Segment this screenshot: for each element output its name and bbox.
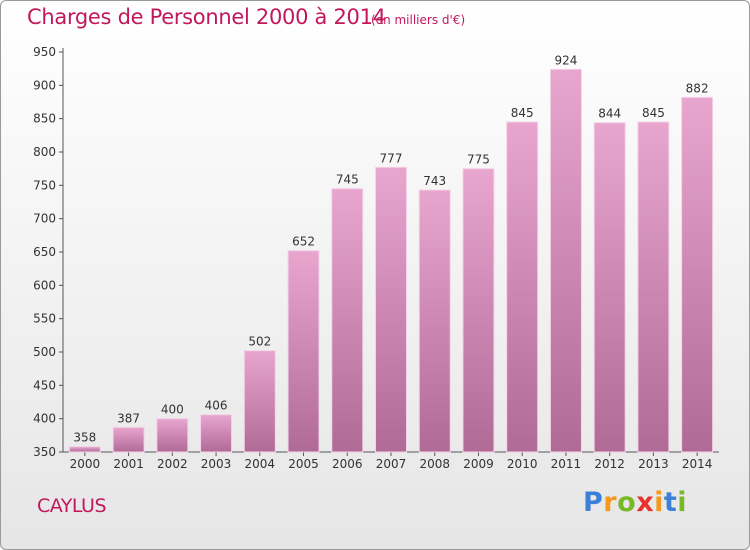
bar-2002	[156, 418, 189, 453]
bar-2013	[637, 121, 670, 453]
value-label-2009: 775	[467, 153, 490, 167]
y-tick-label: 350	[33, 445, 56, 459]
value-label-2005: 652	[292, 235, 315, 249]
bar-2011	[549, 68, 582, 453]
y-tick-label: 600	[33, 278, 56, 292]
chart-title: Charges de Personnel 2000 à 2014	[27, 5, 386, 29]
y-tick-label: 750	[33, 178, 56, 192]
bar-2004	[243, 350, 276, 453]
value-label-2014: 882	[686, 81, 709, 95]
x-tick-label-2003: 2003	[201, 457, 232, 471]
bar-2012	[593, 122, 626, 453]
x-tick-label-2001: 2001	[113, 457, 144, 471]
x-tick-label-2000: 2000	[70, 457, 101, 471]
x-tick-label-2011: 2011	[551, 457, 582, 471]
bar-2010	[506, 121, 539, 453]
x-tick-label-2006: 2006	[332, 457, 363, 471]
x-tick-label-2012: 2012	[594, 457, 625, 471]
value-label-2011: 924	[554, 53, 577, 67]
logo-letter: t	[663, 487, 678, 518]
y-tick-label: 950	[33, 45, 56, 59]
chart-subtitle: (en milliers d'€)	[371, 13, 466, 27]
bar-2009	[462, 168, 495, 453]
y-tick-label: 700	[33, 212, 56, 226]
y-tick-label: 400	[33, 412, 56, 426]
x-tick-label-2014: 2014	[682, 457, 713, 471]
place-name: CAYLUS	[37, 495, 107, 517]
bar-2005	[287, 250, 320, 453]
y-tick-label: 800	[33, 145, 56, 159]
x-tick-label-2009: 2009	[463, 457, 494, 471]
value-label-2012: 844	[598, 107, 621, 121]
x-tick-label-2002: 2002	[157, 457, 188, 471]
value-label-2002: 400	[161, 403, 184, 417]
bar-2001	[112, 426, 145, 453]
value-label-2004: 502	[248, 335, 271, 349]
value-label-2013: 845	[642, 106, 665, 120]
logo-letter: o	[617, 487, 637, 518]
proxiti-logo: Proxiti	[583, 487, 687, 518]
value-label-2010: 845	[511, 106, 534, 120]
logo-letter: r	[603, 487, 618, 518]
x-tick-label-2007: 2007	[376, 457, 407, 471]
y-tick-label: 450	[33, 378, 56, 392]
bar-2007	[375, 166, 407, 453]
value-label-2008: 743	[423, 174, 446, 188]
y-tick-label: 550	[33, 312, 56, 326]
logo-letter: i	[677, 487, 688, 518]
y-tick-label: 900	[33, 78, 56, 92]
bar-2000	[68, 446, 101, 453]
value-label-2000: 358	[73, 431, 96, 445]
logo-letter: i	[654, 487, 664, 518]
y-tick-label: 650	[33, 245, 56, 259]
x-tick-label-2010: 2010	[507, 457, 538, 471]
x-tick-label-2013: 2013	[638, 457, 669, 471]
value-label-2007: 777	[380, 151, 403, 165]
value-label-2003: 406	[205, 399, 228, 413]
y-tick-label: 850	[33, 112, 56, 126]
bar-2006	[331, 188, 364, 453]
logo-letter: P	[583, 487, 604, 518]
bar-2008	[418, 189, 451, 453]
bar-2014	[681, 96, 714, 453]
y-tick-label: 500	[33, 345, 56, 359]
x-tick-label-2005: 2005	[288, 457, 319, 471]
value-label-2001: 387	[117, 411, 140, 425]
x-tick-label-2008: 2008	[419, 457, 450, 471]
bar-2003	[200, 414, 233, 453]
x-tick-label-2004: 2004	[245, 457, 276, 471]
logo-letter: x	[636, 487, 655, 518]
value-label-2006: 745	[336, 173, 359, 187]
